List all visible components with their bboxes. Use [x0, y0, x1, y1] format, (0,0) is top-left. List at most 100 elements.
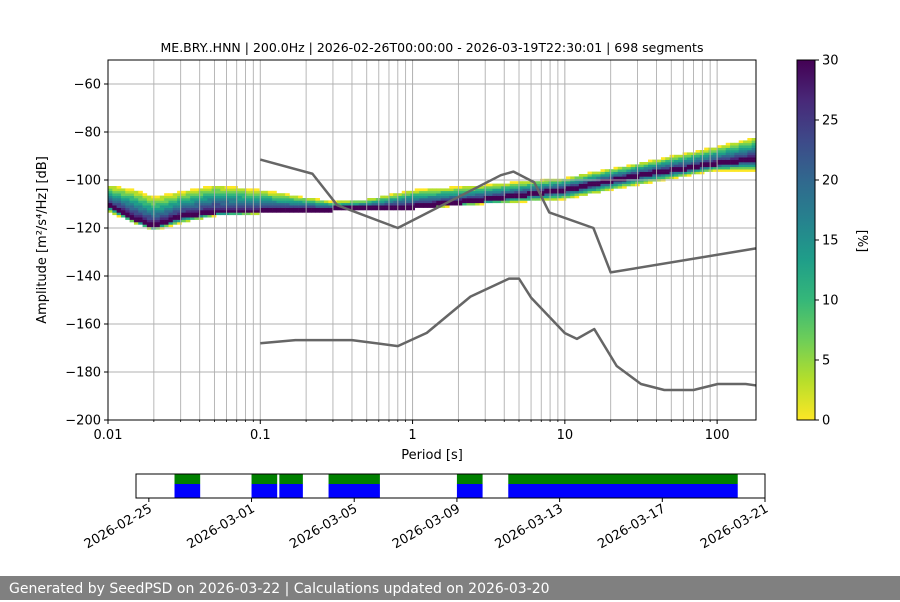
heatmap-cell: [384, 195, 390, 199]
heatmap-cell: [216, 202, 221, 206]
heatmap-cell: [168, 207, 174, 211]
heatmap-cell: [159, 224, 165, 228]
heatmap-cell: [220, 207, 225, 211]
heatmap-cell: [734, 147, 740, 151]
heatmap-cell: [743, 152, 748, 156]
heatmap-cell: [540, 193, 545, 196]
heatmap-cell: [483, 200, 489, 204]
heatmap-cell: [574, 190, 580, 194]
heatmap-cell: [133, 200, 139, 204]
heatmap-cell: [302, 200, 308, 204]
heatmap-cell: [483, 195, 489, 199]
heatmap-cell: [207, 188, 212, 192]
heatmap-cell: [211, 210, 217, 213]
heatmap-cell: [652, 176, 657, 180]
heatmap-cell: [181, 195, 187, 199]
heatmap-cell: [682, 154, 688, 158]
heatmap-cell: [678, 154, 683, 158]
heatmap-cell: [544, 181, 549, 184]
heatmap-cell: [479, 195, 485, 199]
heatmap-cell: [142, 200, 148, 204]
heatmap-cell: [470, 186, 476, 189]
heatmap-cell: [112, 212, 117, 216]
heatmap-cell: [678, 166, 683, 170]
nlnm-curve: [260, 277, 757, 392]
heatmap-cell: [142, 212, 148, 216]
heatmap-cell: [656, 169, 662, 172]
heatmap-cell: [146, 200, 152, 204]
heatmap-cell: [734, 159, 740, 163]
heatmap-cell: [730, 159, 735, 163]
heatmap-cell: [613, 171, 619, 175]
heatmap-cell: [233, 198, 238, 201]
heatmap-cell: [280, 200, 286, 204]
heatmap-cell: [704, 162, 709, 165]
heatmap-cell: [138, 202, 143, 206]
heatmap-cell: [492, 186, 498, 189]
heatmap-cell: [626, 166, 632, 170]
heatmap-cell: [656, 162, 662, 165]
heatmap-cell: [678, 169, 683, 172]
heatmap-cell: [311, 205, 316, 208]
heatmap-cell: [181, 200, 187, 204]
heatmap-cell: [302, 202, 308, 206]
heatmap-cell: [734, 142, 740, 146]
heatmap-cell: [440, 188, 446, 192]
timeline-available-bar: [174, 484, 201, 498]
heatmap-cell: [479, 186, 485, 189]
psd-chart: ME.BRY..HNN | 200.0Hz | 2026-02-26T00:00…: [35, 40, 869, 552]
heatmap-cell: [133, 202, 139, 206]
heatmap-cell: [470, 200, 476, 204]
heatmap-cell: [708, 164, 714, 168]
heatmap-cell: [185, 214, 191, 218]
heatmap-cell: [669, 159, 675, 163]
heatmap-cell: [263, 195, 269, 199]
heatmap-cell: [414, 200, 420, 204]
heatmap-cell: [120, 214, 126, 218]
heatmap-cell: [241, 190, 247, 194]
heatmap-cell: [380, 202, 385, 206]
timeline-available-bar: [279, 484, 303, 498]
heatmap-cell: [613, 174, 619, 177]
heatmap-cell: [673, 171, 679, 175]
heatmap-cell: [259, 198, 264, 201]
heatmap-cell: [155, 217, 161, 220]
heatmap-cell: [138, 190, 143, 194]
heatmap-cell: [224, 198, 230, 201]
heatmap-cell: [237, 195, 243, 199]
heatmap-cell: [198, 198, 204, 201]
heatmap-cell: [587, 186, 593, 189]
heatmap-cell: [704, 150, 709, 153]
heatmap-cell: [267, 200, 273, 204]
heatmap-cell: [116, 205, 122, 208]
heatmap-cell: [665, 169, 670, 172]
heatmap-cell: [315, 205, 320, 208]
heatmap-cell: [470, 198, 476, 201]
heatmap-cell: [280, 193, 286, 196]
heatmap-cell: [449, 190, 454, 194]
heatmap-cell: [233, 205, 238, 208]
heatmap-cell: [125, 198, 130, 201]
heatmap-cell: [164, 200, 169, 204]
heatmap-cell: [423, 195, 428, 199]
heatmap-cell: [630, 181, 636, 184]
heatmap-cell: [604, 171, 610, 175]
heatmap-cell: [695, 171, 701, 175]
heatmap-cell: [341, 200, 346, 204]
heatmap-cell: [604, 181, 610, 184]
heatmap-cell: [246, 210, 251, 213]
heatmap-cell: [609, 188, 614, 192]
heatmap-cell: [609, 171, 614, 175]
heatmap-cell: [198, 217, 204, 220]
heatmap-cell: [254, 193, 260, 196]
heatmap-cell: [665, 157, 670, 160]
plot-frame: [107, 59, 757, 421]
timeline-tick-label: 2026-03-13: [493, 501, 566, 552]
heatmap-cell: [125, 214, 130, 218]
heatmap-cell: [574, 183, 580, 187]
heatmap-cell: [678, 174, 683, 177]
heatmap-cell: [358, 202, 364, 206]
heatmap-cell: [591, 171, 597, 175]
heatmap-cell: [311, 202, 316, 206]
heatmap-cell: [384, 198, 390, 201]
